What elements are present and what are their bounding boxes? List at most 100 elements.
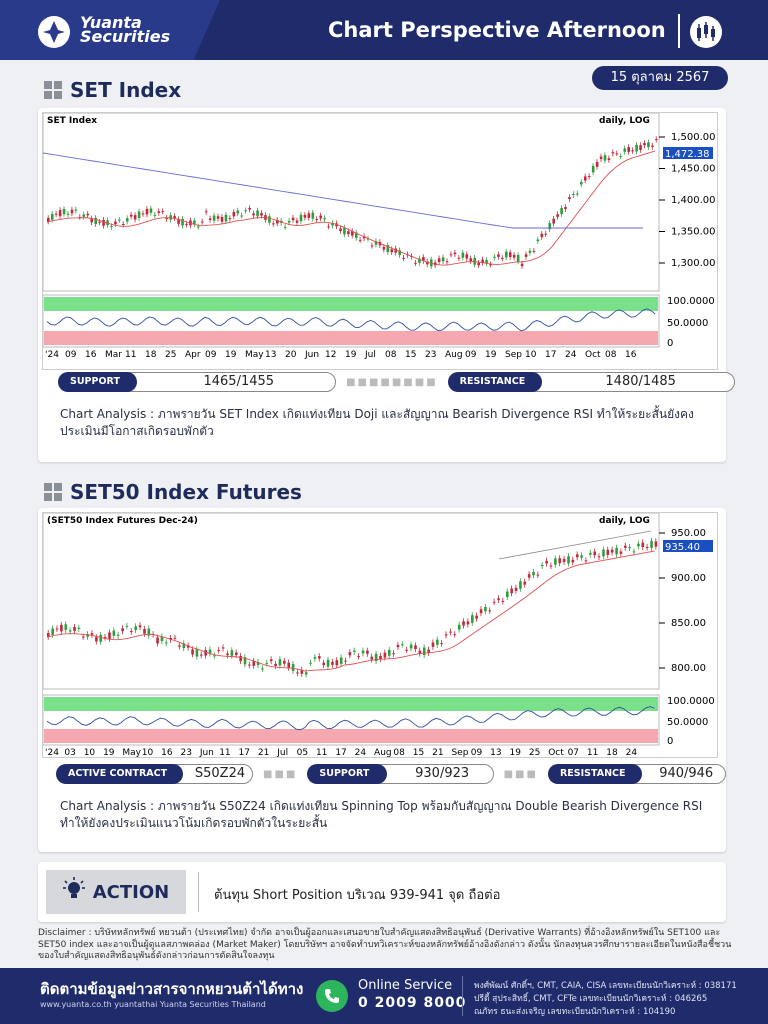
- candle-body: [523, 581, 527, 585]
- date-tick-label: 10: [525, 350, 537, 360]
- candle-body: [544, 233, 548, 235]
- candle-body: [619, 551, 623, 554]
- brand-line1: Yuanta: [80, 13, 142, 32]
- brand-name: Yuanta Securities: [80, 13, 170, 45]
- dotted-separator: ■■■: [503, 768, 538, 780]
- candle-body: [130, 631, 133, 633]
- candle-body: [628, 547, 631, 549]
- price-tick-label: 900.00: [671, 573, 706, 584]
- candle-body: [466, 621, 470, 625]
- header-bar: Yuanta Securities Chart Perspective Afte…: [0, 0, 768, 60]
- candle-body: [339, 228, 342, 232]
- candle-body: [181, 218, 184, 226]
- candlestick-icon: [690, 16, 722, 48]
- candle-body: [481, 259, 484, 263]
- rsi-overbought-zone: [44, 697, 658, 711]
- candle-body: [645, 546, 649, 548]
- candle-body: [519, 581, 522, 589]
- candle-body: [265, 662, 269, 664]
- candle-body: [654, 541, 658, 547]
- date-tick-label: Jul: [364, 350, 376, 360]
- candle-body: [102, 219, 105, 226]
- scale-label: daily, LOG: [599, 516, 650, 526]
- candle-body: [366, 650, 369, 654]
- candle-body: [524, 254, 528, 257]
- rsi-line: [46, 706, 655, 731]
- candle-body: [287, 662, 291, 668]
- candle-body: [185, 223, 188, 225]
- action-card: ACTION ต้นทุน Short Position บริเวณ 939-…: [38, 862, 726, 922]
- candle-body: [615, 153, 619, 155]
- price-tick-label: 800.00: [671, 663, 706, 674]
- candle-body: [593, 551, 597, 556]
- candle-body: [440, 643, 444, 645]
- candle-body: [516, 254, 520, 262]
- candle-body: [493, 256, 496, 258]
- candle-body: [118, 219, 121, 221]
- candle-body: [471, 615, 474, 623]
- candle-body: [554, 558, 557, 565]
- candle-body: [374, 653, 378, 662]
- candle-body: [564, 207, 567, 210]
- candle-body: [575, 554, 579, 558]
- candle-body: [230, 650, 234, 656]
- candle-body: [441, 257, 445, 262]
- candle-body: [300, 669, 304, 674]
- rsi-tick-label: 100.0000: [667, 696, 715, 707]
- last-price-tag-text: 935.40: [665, 542, 700, 553]
- candle-body: [309, 662, 312, 664]
- date-tick-label: 24: [626, 748, 638, 757]
- date-tick-label: 11: [316, 748, 327, 757]
- rsi-oversold-zone: [44, 331, 658, 345]
- candle-body: [611, 152, 615, 154]
- candle-body: [595, 161, 599, 167]
- candle-body: [548, 223, 552, 230]
- candle-body: [479, 609, 483, 614]
- candle-body: [402, 257, 405, 259]
- candle-body: [173, 216, 176, 219]
- candle-body: [414, 262, 417, 264]
- date-tick-label: 07: [568, 748, 579, 757]
- candle-body: [461, 252, 465, 258]
- candle-body: [514, 587, 518, 591]
- candle-body: [62, 208, 66, 215]
- candle-body: [619, 156, 623, 158]
- online-service-label: Online Service: [358, 978, 453, 993]
- date-tick-label: 09: [65, 350, 77, 360]
- s50-support-label: SUPPORT :: [307, 764, 387, 799]
- header-divider: [678, 14, 680, 48]
- candle-body: [157, 211, 161, 213]
- candle-body: [145, 208, 149, 215]
- candle-body: [394, 248, 398, 253]
- online-service-phone[interactable]: 0 2009 8000: [358, 995, 467, 1011]
- candle-body: [387, 649, 391, 656]
- date-tick-label: Jun: [199, 748, 214, 757]
- candle-body: [427, 649, 430, 653]
- date-tick-label: 16: [85, 350, 97, 360]
- candle-body: [165, 217, 169, 220]
- candle-body: [221, 647, 225, 649]
- set-resistance-value: 1480/1485: [532, 372, 736, 392]
- candle-body: [73, 626, 76, 631]
- candle-body: [191, 649, 194, 655]
- candle-body: [422, 647, 426, 656]
- candle-body: [141, 213, 145, 215]
- candle-body: [469, 258, 473, 262]
- candle-body: [327, 226, 330, 228]
- candle-body: [536, 574, 540, 576]
- price-tick-label: 1,450.00: [671, 164, 716, 175]
- candle-body: [489, 264, 492, 266]
- candle-body: [240, 215, 244, 217]
- footer-links[interactable]: www.yuanta.co.th yuantathai Yuanta Secur…: [40, 1000, 266, 1009]
- candle-body: [114, 221, 117, 225]
- candle-body: [568, 197, 571, 200]
- candle-body: [248, 207, 251, 210]
- candle-body: [351, 231, 354, 236]
- candle-body: [624, 545, 627, 548]
- analyst-1: พงศ์พัฒน์ ศักดิ์ฯ, CMT, CAIA, CISA เลขทะ…: [474, 981, 737, 991]
- candle-body: [639, 145, 642, 150]
- date-tick-label: 09: [471, 748, 483, 757]
- candle-body: [361, 650, 365, 654]
- candle-body: [86, 634, 89, 637]
- candle-body: [540, 564, 544, 566]
